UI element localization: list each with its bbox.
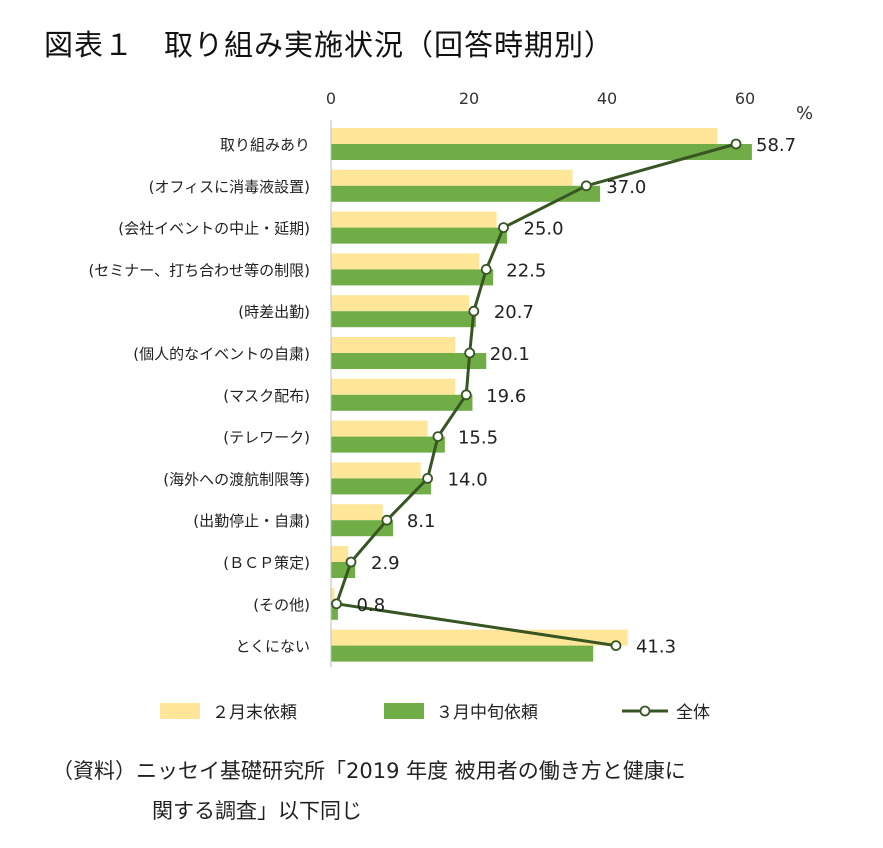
point-overall xyxy=(331,598,342,610)
point-overall xyxy=(580,180,592,192)
chart-title: 図表１ 取り組み実施状況（回答時期別） xyxy=(44,28,615,62)
data-label-overall: 58.7 xyxy=(756,135,796,156)
x-tick-label: 0 xyxy=(326,89,336,108)
data-label-overall: 8.1 xyxy=(407,511,436,532)
legend-label-feb: ２月末依頼 xyxy=(212,703,297,723)
bar-mar xyxy=(331,478,432,495)
bar-feb xyxy=(331,546,349,562)
point-overall xyxy=(464,347,476,359)
bar-feb xyxy=(331,211,497,228)
legend-label-overall: 全体 xyxy=(676,703,710,723)
x-tick-label: 60 xyxy=(735,89,755,108)
data-label-overall: 19.6 xyxy=(486,386,526,407)
point-overall xyxy=(730,138,742,150)
point-overall xyxy=(498,222,509,234)
bar-feb xyxy=(331,462,421,479)
source-line-1: （資料）ニッセイ基礎研究所「2019 年度 被用者の働き方と健康に xyxy=(52,759,686,783)
category-label: (テレワーク) xyxy=(223,429,310,447)
x-tick-label: 20 xyxy=(459,89,479,108)
bar-mar xyxy=(331,227,507,244)
bar-mar xyxy=(331,603,338,620)
data-label-overall: 0.8 xyxy=(357,595,386,616)
category-label: (海外への渡航制限等) xyxy=(163,470,310,488)
bar-mar xyxy=(331,311,476,328)
point-overall xyxy=(468,305,480,317)
x-tick-label: 40 xyxy=(597,89,617,108)
category-label: (会社イベントの中止・延期) xyxy=(118,220,310,238)
category-label: とくにない xyxy=(235,638,310,656)
category-label: 取り組みあり xyxy=(220,136,310,154)
point-overall xyxy=(422,472,434,484)
data-label-overall: 41.3 xyxy=(636,637,676,658)
point-overall xyxy=(480,263,492,275)
point-overall xyxy=(381,514,393,526)
category-label: (オフィスに消毒液設置) xyxy=(149,178,310,196)
category-label: (ＢＣＰ策定) xyxy=(223,554,310,572)
category-label: (出勤停止・自粛) xyxy=(193,512,310,530)
bar-mar xyxy=(331,353,487,369)
point-overall xyxy=(345,556,357,568)
category-label: (その他) xyxy=(253,596,310,614)
bar-feb xyxy=(331,128,718,144)
data-label-overall: 37.0 xyxy=(606,177,646,198)
data-label-overall: 20.7 xyxy=(494,302,534,323)
bar-mar xyxy=(331,144,752,160)
data-label-overall: 2.9 xyxy=(371,553,400,574)
data-label-overall: 25.0 xyxy=(524,219,564,240)
chart-area: 0 20 40 60% 取り組みあり (オフィスに消毒液設置) (会社イベントの中止・延期)… xyxy=(88,89,813,723)
bar-mar xyxy=(331,436,445,453)
bar-mar xyxy=(331,645,594,662)
bar-mar xyxy=(331,269,494,286)
bar-feb xyxy=(331,253,480,270)
category-label: (セミナー、打ち合わせ等の制限) xyxy=(88,261,310,279)
category-label: (個人的なイベントの自粛) xyxy=(133,345,310,363)
bar-feb xyxy=(331,629,628,646)
bar-feb xyxy=(331,504,383,521)
category-label: (マスク配布) xyxy=(223,387,310,405)
legend-swatch-mar xyxy=(384,703,424,719)
bar-feb xyxy=(331,169,573,186)
bar-feb xyxy=(331,587,335,604)
bar-feb xyxy=(331,295,469,312)
bar-feb xyxy=(331,420,428,437)
legend-label-mar: ３月中旬依頼 xyxy=(436,703,538,723)
bar-feb xyxy=(331,378,456,395)
source-line-2: 関する調査」以下同じ xyxy=(152,799,362,823)
point-overall xyxy=(460,389,472,401)
point-overall xyxy=(432,431,444,443)
data-label-overall: 22.5 xyxy=(506,260,546,281)
legend-marker-overall xyxy=(639,705,651,717)
bar-mar xyxy=(331,394,473,411)
x-unit-label: % xyxy=(796,103,813,124)
point-overall xyxy=(610,640,622,651)
data-label-overall: 20.1 xyxy=(490,344,530,365)
legend-swatch-feb xyxy=(160,703,200,719)
data-label-overall: 14.0 xyxy=(448,469,488,490)
bar-mar xyxy=(331,185,601,202)
source-note: （資料）ニッセイ基礎研究所「2019 年度 被用者の働き方と健康に 関する調査」… xyxy=(52,751,686,831)
bar-feb xyxy=(331,337,456,353)
data-label-overall: 15.5 xyxy=(458,428,498,449)
category-label: (時差出勤) xyxy=(238,303,310,321)
